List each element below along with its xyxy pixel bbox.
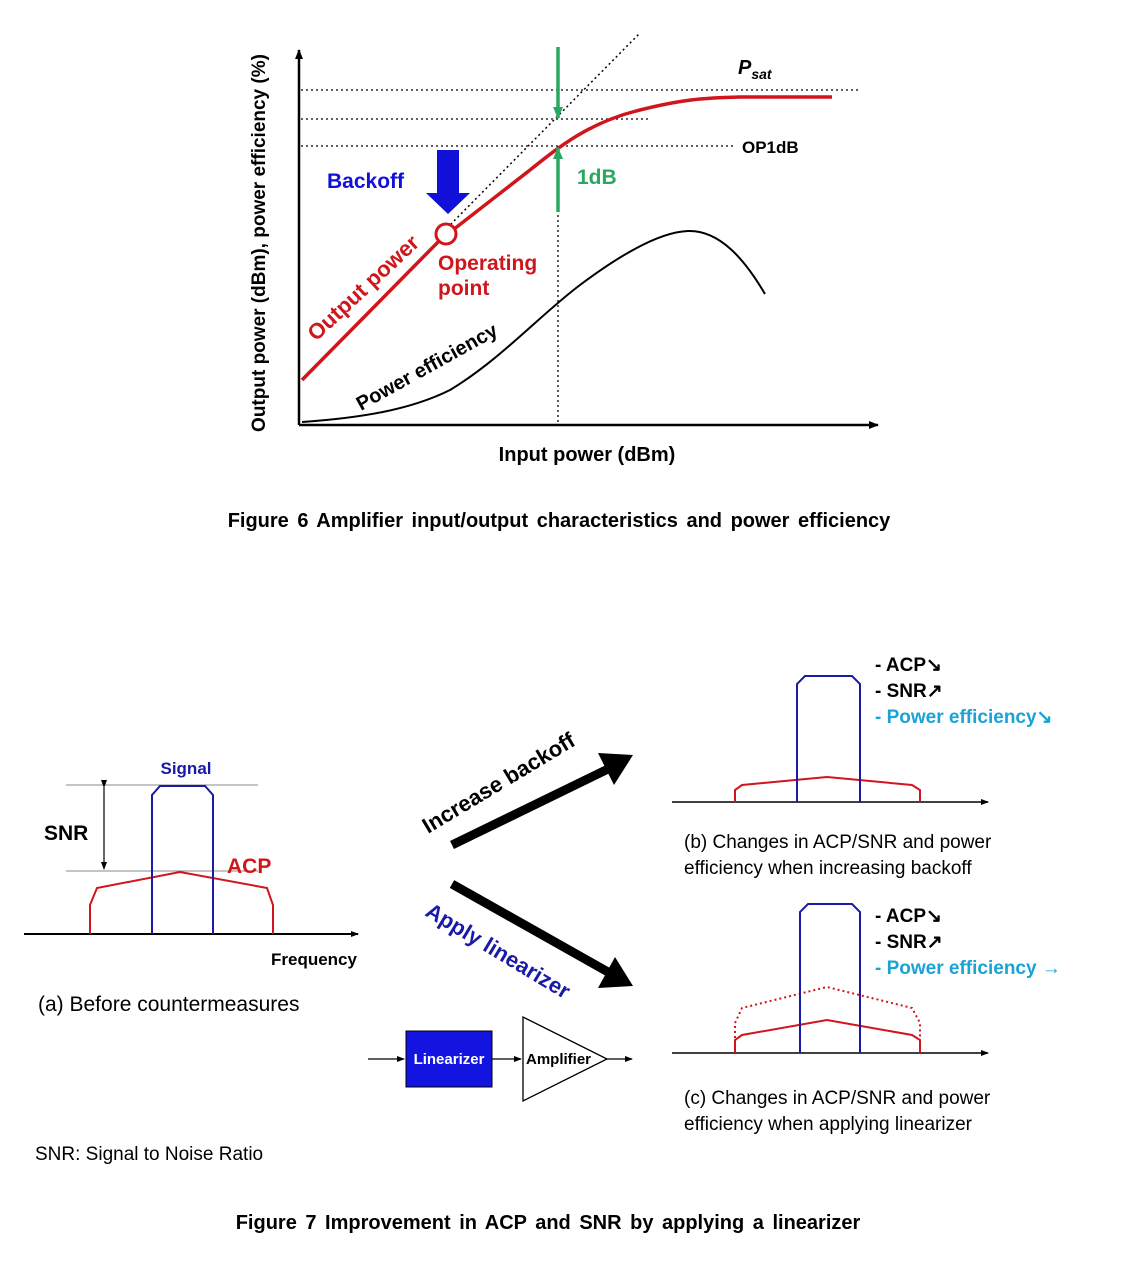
operating-point-label-2: point: [438, 277, 489, 300]
panel-a-acp-curve: [89, 870, 274, 934]
panel-c-caption-1: (c) Changes in ACP/SNR and power: [684, 1088, 991, 1109]
operating-point-marker: [434, 222, 458, 246]
operating-point-label-1: Operating: [438, 252, 537, 275]
figure-6: Output power (dBm), power efficiency (%)…: [228, 32, 891, 532]
panel-c-snr-item: - SNR↗: [875, 932, 943, 953]
amplifier-triangle: [522, 1015, 609, 1103]
panel-a: Signal SNR ACP Frequency (a) Before coun…: [24, 759, 359, 1016]
psat-label: Psat: [738, 57, 773, 82]
snr-footnote: SNR: Signal to Noise Ratio: [35, 1144, 263, 1165]
panel-c-acp-curve: [734, 1018, 921, 1053]
psat-sub: sat: [751, 66, 773, 82]
panel-c: - ACP↘ - SNR↗ - Power efficiency → (c) C…: [672, 903, 1061, 1135]
panel-c-signal: [799, 903, 861, 1053]
amplifier-box-label: Amplifier: [526, 1051, 591, 1068]
psat-main: P: [738, 57, 752, 79]
panel-b-signal: [796, 675, 861, 802]
panel-c-previous-acp-curve: [734, 985, 921, 1053]
linearizer-box: [405, 1030, 493, 1088]
power-efficiency-curve: [301, 229, 766, 423]
panel-b-caption-1: (b) Changes in ACP/SNR and power: [684, 832, 992, 853]
output-power-label: Output power: [302, 230, 424, 346]
op1db-label: OP1dB: [742, 138, 799, 157]
panel-a-caption: (a) Before countermeasures: [38, 993, 299, 1016]
panel-b-caption-2: efficiency when increasing backoff: [684, 858, 972, 879]
panel-a-signal: [151, 785, 214, 934]
panel-c-caption-2: efficiency when applying linearizer: [684, 1114, 973, 1135]
signal-label: Signal: [160, 759, 211, 778]
acp-label: ACP: [227, 855, 271, 878]
panel-b-efficiency-item: - Power efficiency↘: [875, 707, 1052, 728]
figure-7: Signal SNR ACP Frequency (a) Before coun…: [24, 655, 1061, 1234]
linearizer-box-label: Linearizer: [414, 1051, 485, 1068]
snr-label: SNR: [44, 822, 88, 845]
panel-b-acp-item: - ACP↘: [875, 655, 942, 676]
one-db-label: 1dB: [577, 166, 617, 189]
backoff-label: Backoff: [327, 170, 405, 193]
backoff-arrow: [426, 150, 470, 214]
panel-b-snr-item: - SNR↗: [875, 681, 943, 702]
figure-6-caption: Figure 6 Amplifier input/output characte…: [228, 510, 891, 532]
apply-linearizer-arrow: [449, 880, 633, 988]
panel-b-acp-curve: [734, 775, 921, 802]
figure-7-caption: Figure 7 Improvement in ACP and SNR by a…: [236, 1212, 861, 1234]
power-efficiency-label: Power efficiency: [353, 319, 502, 415]
panel-c-efficiency-item: - Power efficiency →: [875, 958, 1061, 979]
frequency-label: Frequency: [271, 950, 358, 969]
x-axis-label: Input power (dBm): [499, 444, 676, 466]
linearizer-amplifier-chain: Linearizer Amplifier: [368, 1015, 633, 1103]
increase-backoff-arrow: [450, 753, 633, 850]
panel-c-acp-item: - ACP↘: [875, 906, 942, 927]
linear-extrapolation-line: [446, 32, 641, 229]
panel-b: - ACP↘ - SNR↗ - Power efficiency↘ (b) Ch…: [672, 655, 1052, 879]
y-axis-label: Output power (dBm), power efficiency (%): [249, 54, 270, 432]
output-power-curve: [300, 95, 832, 382]
